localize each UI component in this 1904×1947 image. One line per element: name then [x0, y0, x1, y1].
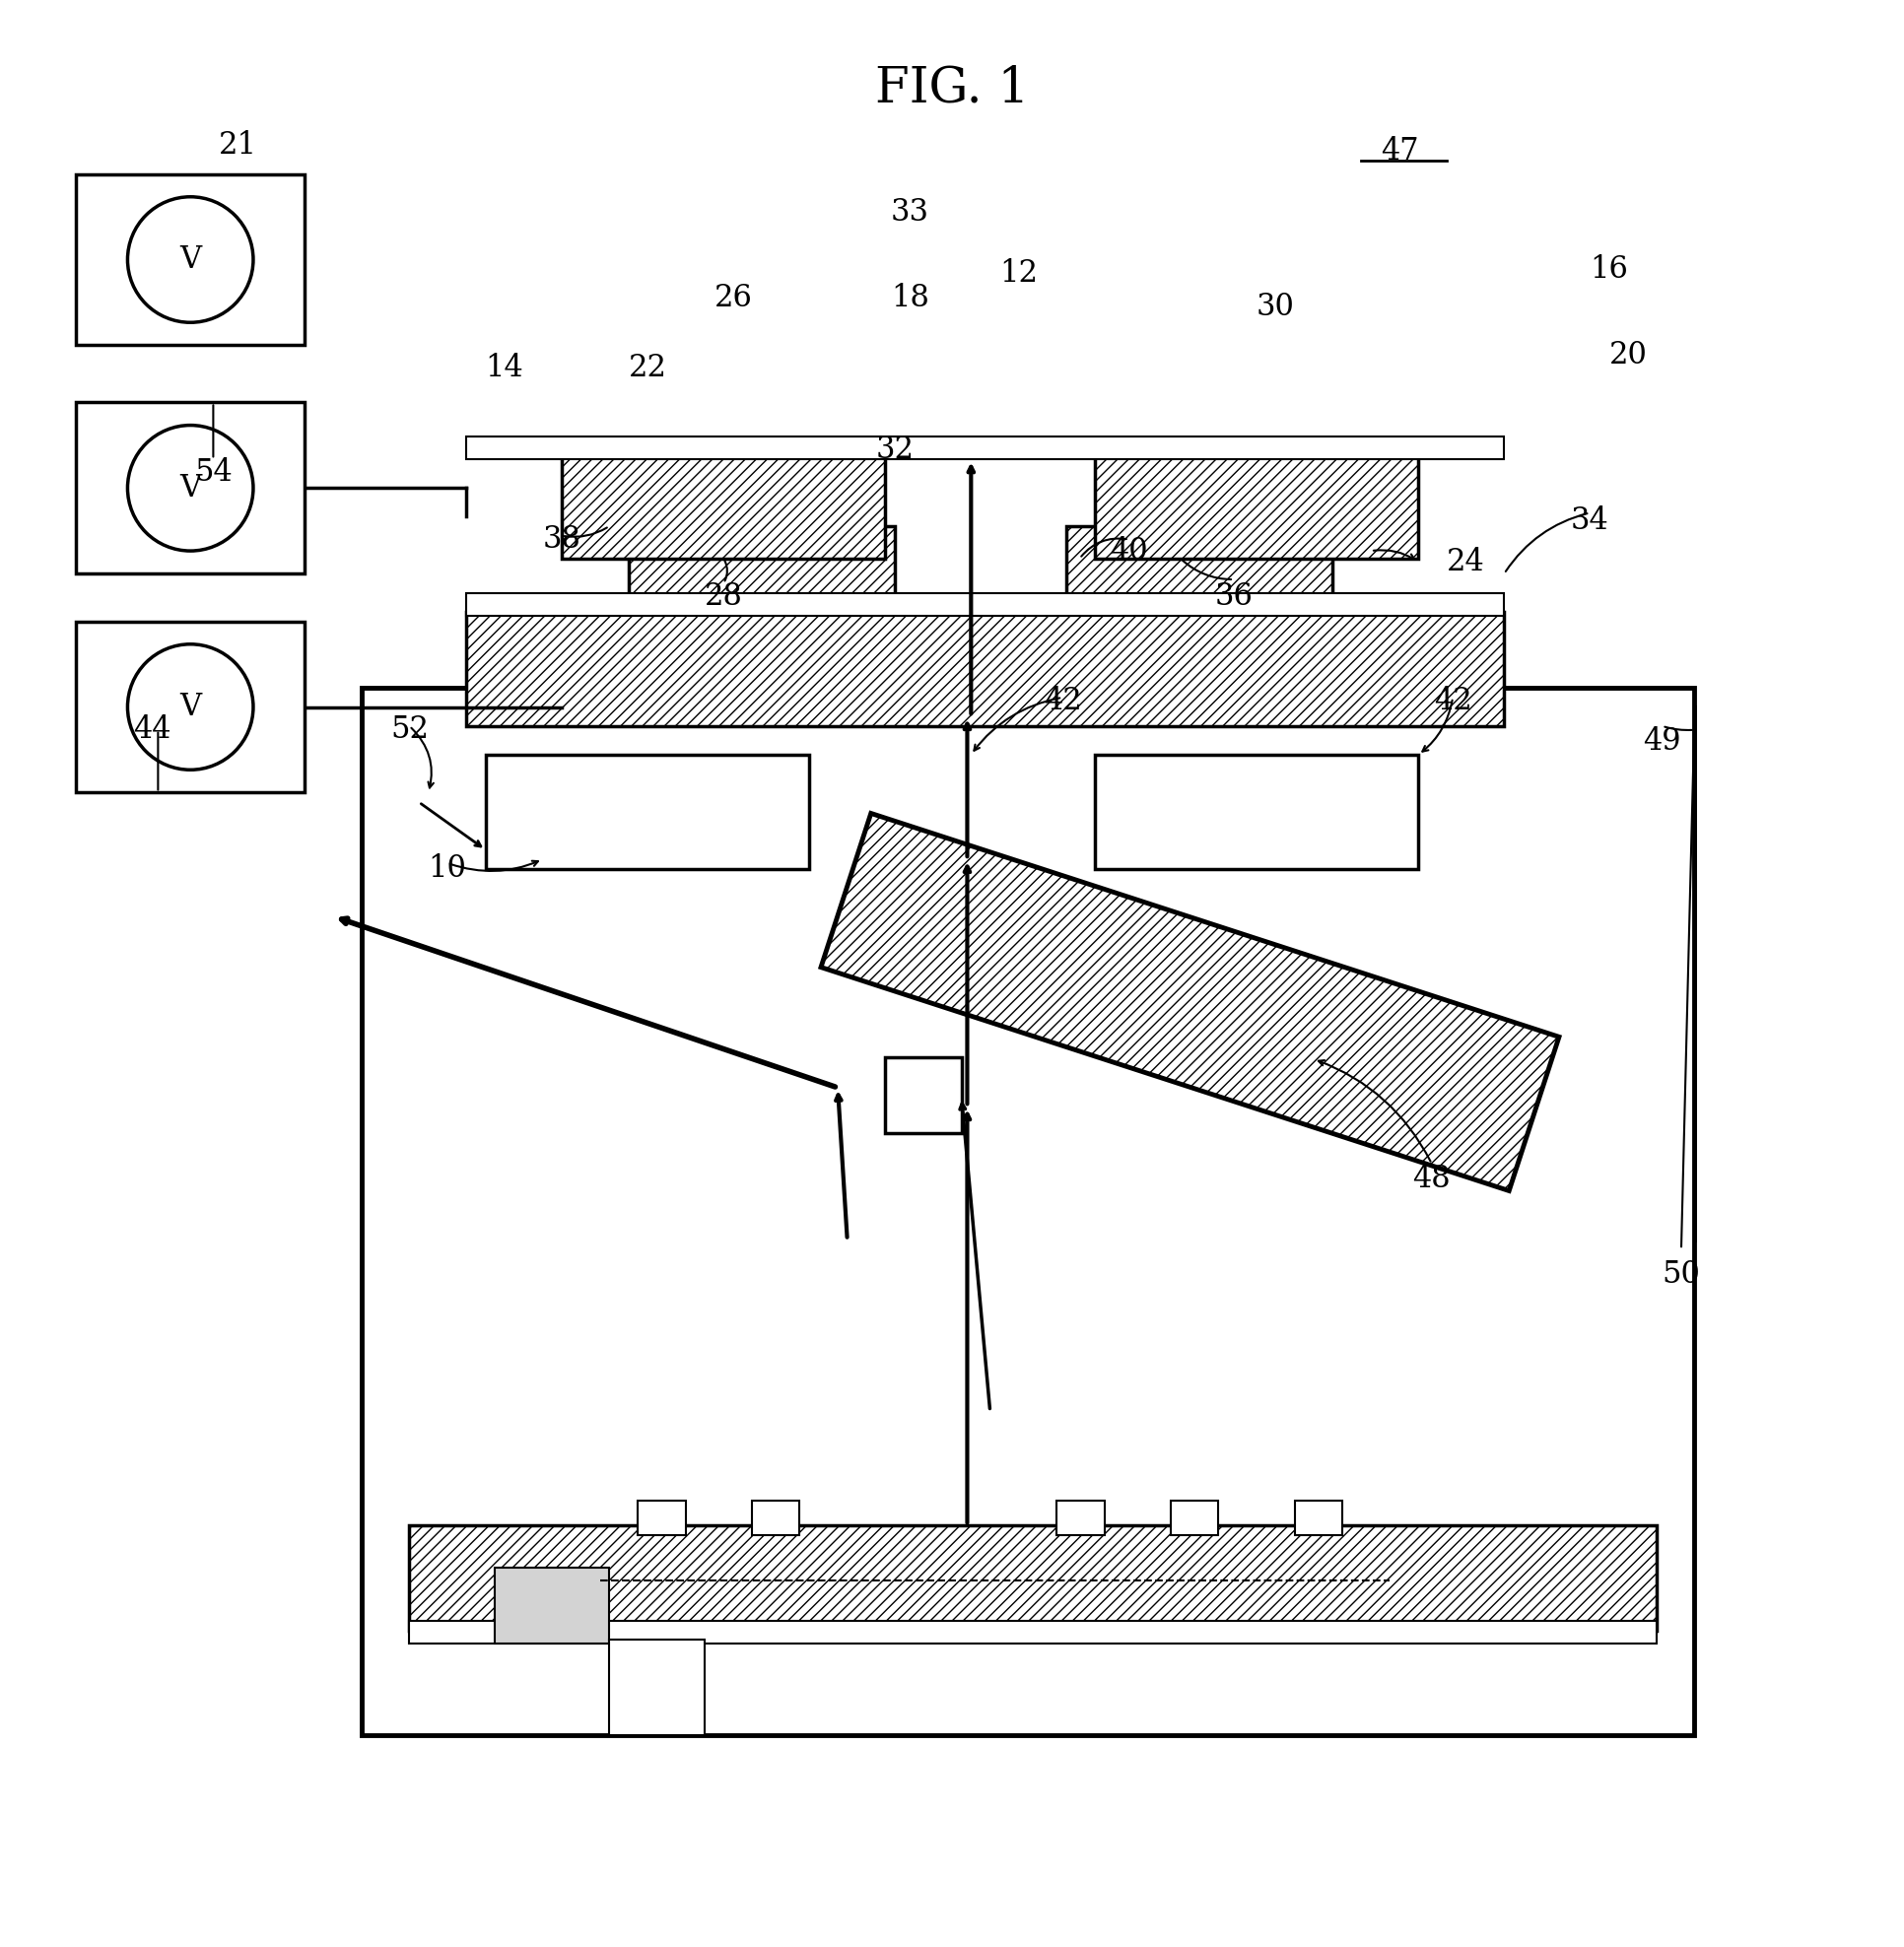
Text: 49: 49 [1643, 726, 1681, 757]
Bar [1066, 526, 1333, 631]
Bar [466, 436, 1504, 459]
Bar [1095, 755, 1418, 868]
Text: 42: 42 [1434, 685, 1472, 716]
Bar [609, 1639, 704, 1735]
Bar [362, 687, 1695, 1735]
Text: 40: 40 [1110, 535, 1148, 567]
Text: 44: 44 [133, 715, 171, 746]
Bar [486, 755, 809, 868]
Bar [885, 1057, 962, 1133]
Text: V: V [179, 245, 202, 275]
Bar [1057, 1501, 1104, 1534]
Text: V: V [179, 473, 202, 504]
Text: 18: 18 [891, 282, 929, 313]
Circle shape [128, 644, 253, 769]
Bar [76, 403, 305, 574]
Bar [76, 173, 305, 345]
Text: 10: 10 [428, 853, 466, 884]
Text: 47: 47 [1380, 136, 1418, 165]
Circle shape [128, 424, 253, 551]
Bar [409, 1526, 1656, 1630]
Text: 54: 54 [194, 458, 232, 489]
Bar [466, 592, 1504, 615]
Text: 16: 16 [1590, 253, 1628, 284]
Text: 24: 24 [1447, 547, 1485, 578]
Bar [562, 454, 885, 559]
Text: 52: 52 [390, 715, 428, 746]
Bar [495, 1567, 609, 1643]
Bar [1295, 1501, 1342, 1534]
Text: 12: 12 [1000, 257, 1038, 288]
Circle shape [128, 197, 253, 323]
Bar [457, 707, 1695, 1240]
Text: 38: 38 [543, 524, 581, 555]
Bar [821, 814, 1559, 1192]
Text: 26: 26 [714, 282, 752, 313]
Text: V: V [179, 691, 202, 722]
Bar [466, 611, 1504, 726]
Text: FIG. 1: FIG. 1 [876, 64, 1028, 113]
Text: 34: 34 [1571, 504, 1609, 535]
Text: 48: 48 [1413, 1164, 1451, 1194]
Bar [1171, 1501, 1219, 1534]
Text: 14: 14 [486, 352, 524, 384]
Text: 42: 42 [1043, 685, 1081, 716]
Bar [752, 1501, 800, 1534]
Bar [628, 526, 895, 631]
Text: 20: 20 [1609, 339, 1647, 370]
Bar [1095, 454, 1418, 559]
Text: 33: 33 [891, 197, 929, 228]
Text: 36: 36 [1215, 582, 1253, 611]
Text: 30: 30 [1257, 292, 1295, 323]
Text: 22: 22 [628, 352, 666, 384]
Text: 32: 32 [876, 434, 914, 465]
Bar [409, 1620, 1656, 1643]
Bar [638, 1501, 685, 1534]
Text: 28: 28 [704, 582, 743, 611]
Text: 50: 50 [1662, 1260, 1700, 1289]
Bar [76, 621, 305, 792]
Text: 21: 21 [219, 130, 257, 162]
